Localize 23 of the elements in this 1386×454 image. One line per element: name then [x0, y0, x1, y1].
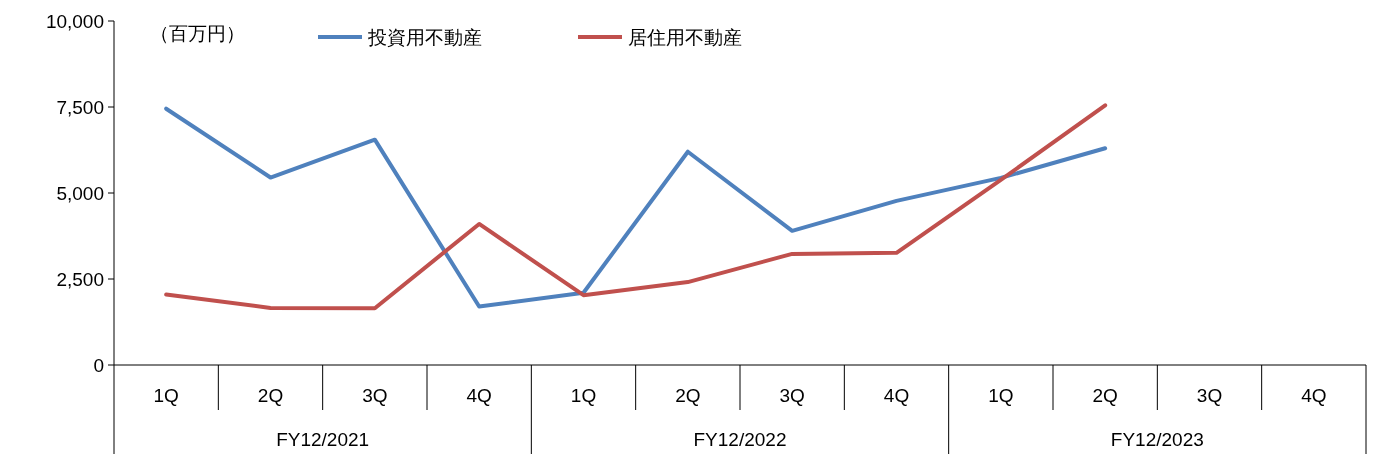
text: FY12/2021 [276, 429, 370, 450]
x-tick-label: 3Q [1196, 385, 1223, 406]
x-tick-label: 2Q [1092, 385, 1118, 406]
x-tick-label: 1Q [988, 385, 1014, 406]
text: FY12/2023 [1110, 429, 1204, 450]
x-tick-label: 2Q [257, 385, 284, 406]
text: FY12/2022 [693, 429, 787, 450]
legend-label: 居住用不動産 [628, 27, 742, 48]
x-tick-label: 4Q [466, 385, 492, 406]
x-tick-label: 1Q [153, 385, 179, 406]
y-tick-label: 0 [93, 355, 104, 376]
x-tick-label: 3Q [779, 385, 805, 406]
x-tick-label: 4Q [883, 385, 910, 406]
x-tick-label: 4Q [1301, 385, 1327, 406]
y-tick-label: 5,000 [56, 183, 104, 204]
legend-label: 投資用不動産 [367, 27, 482, 48]
x-tick-label: 2Q [675, 385, 701, 406]
y-tick-label: 7,500 [56, 97, 104, 118]
y-tick-label: 2,500 [56, 269, 104, 290]
x-tick-label: 1Q [570, 385, 597, 406]
y-tick-label: 10,000 [45, 11, 104, 32]
x-tick-label: 3Q [362, 385, 388, 406]
y-axis-title: （百万円） [150, 23, 245, 44]
